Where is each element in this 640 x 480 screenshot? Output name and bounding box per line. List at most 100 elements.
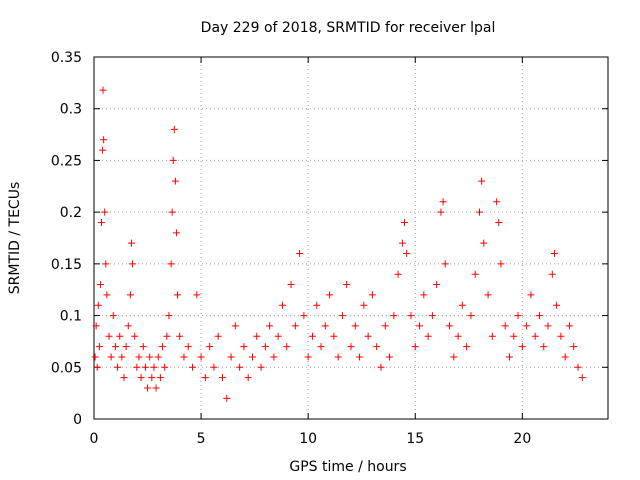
data-point [206, 343, 214, 351]
data-point [219, 374, 226, 382]
y-tick-label: 0.1 [60, 309, 82, 325]
data-point [471, 270, 479, 278]
data-point [139, 343, 147, 351]
data-point [197, 353, 205, 361]
data-point [317, 343, 325, 351]
data-point [514, 312, 522, 320]
data-point [163, 332, 171, 340]
data-point [227, 353, 235, 361]
data-point [180, 353, 188, 361]
data-point [193, 291, 201, 299]
data-point [424, 332, 432, 340]
data-point [523, 322, 531, 330]
data-point [270, 353, 278, 361]
data-point [129, 260, 137, 268]
data-point [377, 363, 385, 371]
data-point [368, 291, 376, 299]
data-point [463, 343, 471, 351]
data-point [144, 384, 152, 392]
data-point [126, 291, 134, 299]
data-point [433, 281, 441, 289]
data-point [394, 270, 402, 278]
data-point [381, 322, 389, 330]
data-point [553, 301, 561, 309]
data-point [565, 322, 573, 330]
data-point [133, 363, 141, 371]
y-tick-label: 0 [73, 412, 82, 428]
data-point [505, 353, 513, 361]
data-point [570, 343, 578, 351]
data-point [347, 343, 355, 351]
data-point [330, 332, 338, 340]
data-point [137, 374, 145, 382]
data-point [210, 363, 218, 371]
data-point [308, 332, 316, 340]
data-point [167, 260, 175, 268]
data-point [398, 239, 406, 247]
data-point [161, 363, 169, 371]
data-point [248, 353, 256, 361]
data-point [304, 353, 312, 361]
data-point [343, 281, 351, 289]
data-point [94, 301, 102, 309]
data-point [105, 332, 113, 340]
y-tick-label: 0.3 [60, 102, 82, 118]
data-point [291, 322, 299, 330]
data-point [386, 353, 394, 361]
data-point [373, 343, 381, 351]
data-point [441, 260, 449, 268]
data-point [401, 218, 409, 226]
data-point [240, 343, 248, 351]
data-point [416, 322, 424, 330]
x-tick-label: 15 [406, 431, 424, 447]
data-point [493, 198, 501, 206]
data-point [518, 343, 526, 351]
data-point [364, 332, 372, 340]
data-point [411, 343, 419, 351]
grid-lines [94, 57, 608, 419]
y-axis-label: SRMTID / TECUs [7, 182, 23, 295]
data-point [244, 374, 252, 382]
data-point [531, 332, 539, 340]
data-point [127, 239, 135, 247]
data-point [154, 353, 162, 361]
data-point [351, 322, 359, 330]
data-point [578, 374, 586, 382]
data-point [172, 229, 180, 237]
data-point [150, 363, 158, 371]
data-point [437, 208, 445, 216]
data-point [176, 332, 184, 340]
data-point [159, 343, 167, 351]
data-point [93, 363, 101, 371]
data-point [296, 250, 304, 258]
data-point [574, 363, 582, 371]
data-point [236, 363, 244, 371]
data-point [540, 343, 548, 351]
data-point [446, 322, 454, 330]
data-point [146, 353, 154, 361]
data-point [170, 125, 178, 133]
data-point [184, 343, 192, 351]
data-point [141, 363, 149, 371]
data-point [334, 353, 342, 361]
data-point [439, 198, 447, 206]
data-point [326, 291, 334, 299]
data-point [156, 374, 164, 382]
data-point [548, 270, 556, 278]
data-point [97, 218, 105, 226]
data-point [103, 291, 111, 299]
data-point [266, 322, 274, 330]
data-point [501, 322, 509, 330]
data-point [96, 281, 104, 289]
data-point [407, 312, 415, 320]
data-point [174, 291, 182, 299]
data-point [527, 291, 535, 299]
data-point [118, 353, 126, 361]
data-point [168, 208, 176, 216]
data-point [450, 353, 458, 361]
data-point [495, 218, 503, 226]
data-point [458, 301, 466, 309]
data-point [111, 343, 119, 351]
data-point [100, 136, 108, 144]
data-point [171, 177, 179, 185]
